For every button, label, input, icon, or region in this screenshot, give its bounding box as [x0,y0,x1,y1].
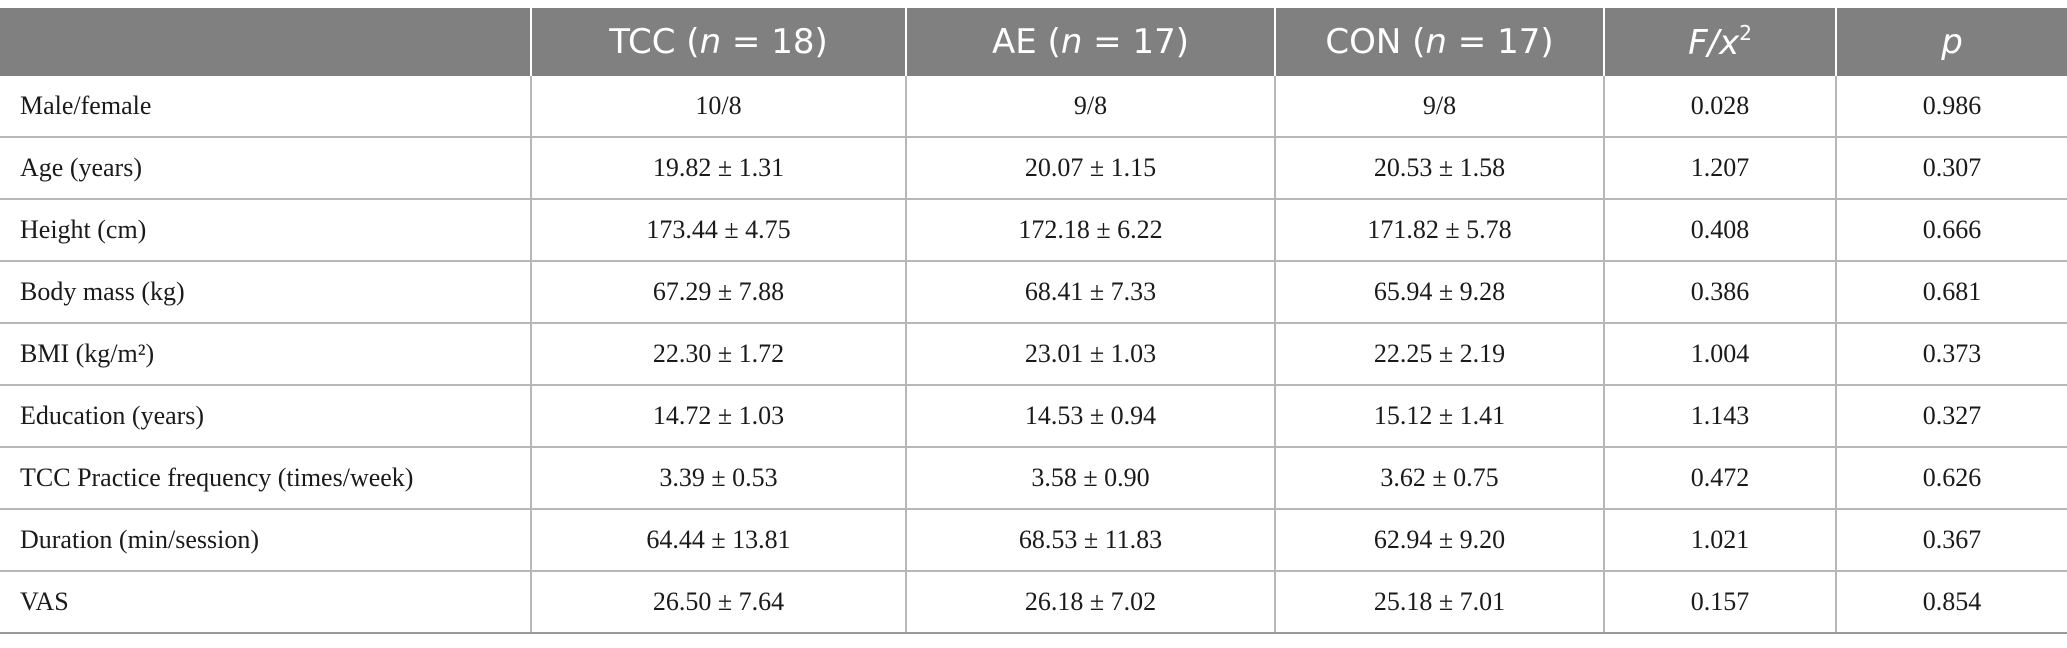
cell-ae: 20.07 ± 1.15 [906,137,1276,200]
table-row: Education (years) 14.72 ± 1.03 14.53 ± 0.9… [0,385,2067,448]
table-row: BMI (kg/m²) 22.30 ± 1.72 23.01 ± 1.03 22.25… [0,323,2067,386]
cell-tcc: 10/8 [531,76,907,138]
cell-variable: Male/female [0,76,532,138]
cell-con: 20.53 ± 1.58 [1275,137,1605,200]
cell-con: 3.62 ± 0.75 [1275,447,1605,510]
table-row: Height (cm) 173.44 ± 4.75 172.18 ± 6.22 171… [0,199,2067,262]
cell-tcc: 14.72 ± 1.03 [531,385,907,448]
cell-variable: Height (cm) [0,199,532,262]
header-row: TCC (n = 18) AE (n = 17) CON (n = 17) F/… [0,8,2067,76]
cell-con: 15.12 ± 1.41 [1275,385,1605,448]
cell-ae: 14.53 ± 0.94 [906,385,1276,448]
cell-con: 9/8 [1275,76,1605,138]
cell-ae: 68.41 ± 7.33 [906,261,1276,324]
table-row: Duration (min/session) 64.44 ± 13.81 68.53… [0,509,2067,572]
cell-con: 171.82 ± 5.78 [1275,199,1605,262]
cell-con: 65.94 ± 9.28 [1275,261,1605,324]
header-f-statistic: F/x2 [1604,8,1837,76]
cell-variable: Duration (min/session) [0,509,532,572]
table-row: TCC Practice frequency (times/week) 3.39 … [0,447,2067,510]
cell-f-statistic: 0.408 [1604,199,1837,262]
cell-ae: 3.58 ± 0.90 [906,447,1276,510]
cell-f-statistic: 1.004 [1604,323,1837,386]
cell-variable: VAS [0,571,532,634]
table-row: VAS 26.50 ± 7.64 26.18 ± 7.02 25.18 ± 7.01 0… [0,571,2067,634]
cell-p-value: 0.666 [1836,199,2067,262]
cell-f-statistic: 0.157 [1604,571,1837,634]
table-row: Body mass (kg) 67.29 ± 7.88 68.41 ± 7.33 65… [0,261,2067,324]
cell-f-statistic: 1.207 [1604,137,1837,200]
header-p-value: p [1836,8,2067,76]
table-row: Age (years) 19.82 ± 1.31 20.07 ± 1.15 20.53… [0,137,2067,200]
cell-con: 62.94 ± 9.20 [1275,509,1605,572]
cell-variable: BMI (kg/m²) [0,323,532,386]
cell-ae: 26.18 ± 7.02 [906,571,1276,634]
cell-variable: Age (years) [0,137,532,200]
cell-variable: Body mass (kg) [0,261,532,324]
cell-p-value: 0.626 [1836,447,2067,510]
cell-f-statistic: 0.472 [1604,447,1837,510]
characteristics-table-container: TCC (n = 18) AE (n = 17) CON (n = 17) F/… [0,8,2067,634]
cell-con: 22.25 ± 2.19 [1275,323,1605,386]
cell-p-value: 0.681 [1836,261,2067,324]
cell-f-statistic: 1.021 [1604,509,1837,572]
cell-tcc: 64.44 ± 13.81 [531,509,907,572]
table-body: Male/female 10/8 9/8 9/8 0.028 0.986 Age (year… [0,76,2067,634]
header-variable [0,8,532,76]
cell-ae: 9/8 [906,76,1276,138]
cell-ae: 172.18 ± 6.22 [906,199,1276,262]
header-tcc: TCC (n = 18) [531,8,907,76]
header-con: CON (n = 17) [1275,8,1605,76]
cell-f-statistic: 1.143 [1604,385,1837,448]
cell-p-value: 0.307 [1836,137,2067,200]
cell-con: 25.18 ± 7.01 [1275,571,1605,634]
cell-p-value: 0.327 [1836,385,2067,448]
cell-tcc: 173.44 ± 4.75 [531,199,907,262]
cell-tcc: 67.29 ± 7.88 [531,261,907,324]
cell-tcc: 26.50 ± 7.64 [531,571,907,634]
cell-variable: TCC Practice frequency (times/week) [0,447,532,510]
cell-variable: Education (years) [0,385,532,448]
cell-p-value: 0.367 [1836,509,2067,572]
cell-tcc: 3.39 ± 0.53 [531,447,907,510]
table-row: Male/female 10/8 9/8 9/8 0.028 0.986 [0,76,2067,138]
cell-f-statistic: 0.386 [1604,261,1837,324]
characteristics-table: TCC (n = 18) AE (n = 17) CON (n = 17) F/… [0,8,2067,634]
cell-p-value: 0.854 [1836,571,2067,634]
table-header: TCC (n = 18) AE (n = 17) CON (n = 17) F/… [0,8,2067,76]
header-ae: AE (n = 17) [906,8,1276,76]
cell-ae: 68.53 ± 11.83 [906,509,1276,572]
cell-tcc: 19.82 ± 1.31 [531,137,907,200]
cell-tcc: 22.30 ± 1.72 [531,323,907,386]
cell-ae: 23.01 ± 1.03 [906,323,1276,386]
cell-p-value: 0.373 [1836,323,2067,386]
cell-f-statistic: 0.028 [1604,76,1837,138]
cell-p-value: 0.986 [1836,76,2067,138]
